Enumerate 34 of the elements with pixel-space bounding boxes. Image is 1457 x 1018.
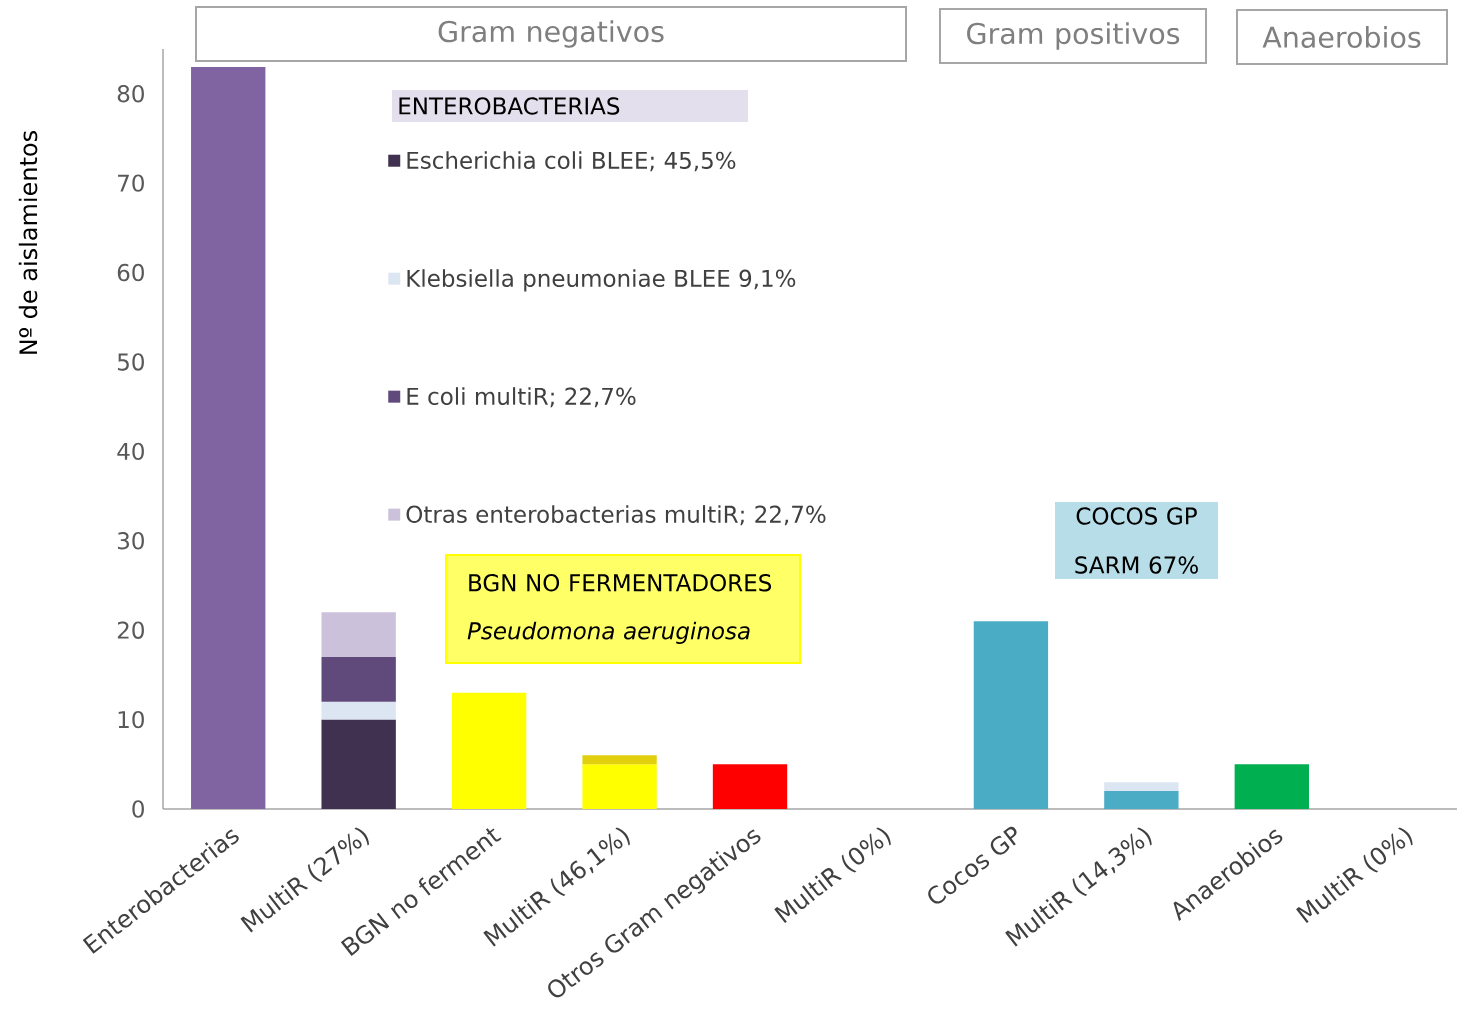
y-tick-label: 40: [117, 442, 144, 461]
legend-label: E coli multiR; 22,7%: [407, 387, 636, 408]
y-tick-label: 80: [117, 85, 144, 103]
legend-label: Klebsiella pneumoniae BLEE 9,1%: [407, 269, 796, 292]
legend-label: Escherichia coli BLEE; 45,5%: [407, 151, 736, 172]
bar: [1234, 764, 1309, 809]
y-axis-title: Nº de aislamientos: [18, 131, 38, 354]
bar: [712, 764, 788, 809]
bar: [451, 692, 527, 809]
bar: [973, 621, 1049, 809]
bar: [321, 701, 396, 720]
bar: [582, 764, 657, 809]
y-tick-label: 70: [118, 174, 144, 192]
text: Gram negativos: [438, 20, 664, 48]
bar: [1104, 791, 1179, 809]
annotation: Gram positivos: [967, 22, 1180, 50]
bar: [191, 66, 266, 809]
y-tick-label: 30: [117, 532, 144, 550]
legend-label: Otras enterobacterias multiR; 22,7%: [406, 505, 826, 526]
annotation: Pseudomona aeruginosa: [467, 621, 750, 644]
y-tick-label: 10: [118, 710, 144, 729]
text: Anaerobios: [1262, 25, 1421, 49]
y-tick-label: 60: [117, 263, 144, 282]
annotation: BGN NO FERMENTADORES: [469, 574, 772, 592]
y-tick-label: 50: [117, 353, 144, 371]
bar: [321, 612, 396, 657]
annotation: COCOS GP: [1076, 507, 1197, 525]
bar: [321, 719, 396, 809]
annotation: SARM 67%: [1075, 556, 1198, 574]
legend-title: ENTEROBACTERIAS: [399, 97, 620, 115]
y-tick-label: 0: [132, 800, 144, 818]
y-tick-label: 20: [117, 621, 144, 639]
bar: [321, 657, 396, 702]
bar: [582, 755, 657, 765]
